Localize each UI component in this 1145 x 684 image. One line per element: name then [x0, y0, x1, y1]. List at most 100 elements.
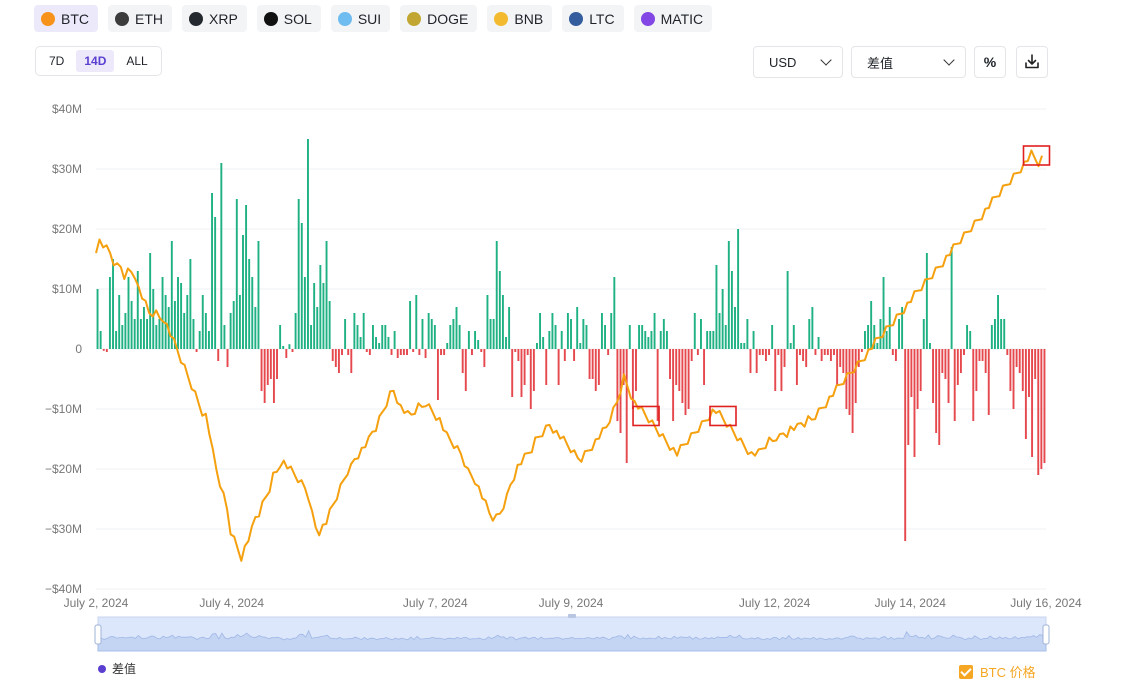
diff-bar [966, 325, 969, 349]
diff-bar [768, 349, 771, 355]
diff-bar [384, 325, 387, 349]
diff-bar [764, 349, 767, 361]
diff-bar [334, 349, 337, 367]
diff-bar [365, 349, 368, 352]
diff-bar [681, 349, 684, 403]
diff-bar [198, 331, 201, 349]
download-button[interactable] [1016, 46, 1048, 78]
diff-bar [644, 331, 647, 349]
diff-bar [808, 319, 811, 349]
x-tick-label: July 14, 2024 [875, 596, 947, 610]
range-tab-all[interactable]: ALL [126, 54, 148, 68]
coin-button-bnb[interactable]: BNB [487, 5, 553, 32]
diff-bar [972, 349, 975, 421]
coin-button-btc[interactable]: BTC [34, 5, 98, 32]
coin-label: ETH [135, 10, 163, 27]
diff-bar [867, 325, 870, 349]
coin-button-sui[interactable]: SUI [330, 5, 391, 32]
diff-bar [557, 349, 560, 385]
diff-bar [266, 349, 269, 385]
diff-bar [232, 301, 235, 349]
diff-bar [545, 349, 548, 385]
diff-bar [189, 259, 192, 349]
diff-bar [173, 301, 176, 349]
diff-bar [99, 331, 102, 349]
diff-bar [319, 265, 322, 349]
coin-button-xrp[interactable]: XRP [182, 5, 247, 32]
diff-bar [285, 349, 288, 358]
diff-bar [684, 349, 687, 415]
diff-bar [254, 307, 257, 349]
diff-bar [402, 349, 405, 355]
diff-bar [483, 349, 486, 367]
diff-bar [251, 277, 254, 349]
diff-bar [362, 313, 365, 349]
diff-bar [297, 199, 300, 349]
diff-bar [1028, 349, 1030, 397]
diff-bar [953, 349, 956, 421]
coin-button-sol[interactable]: SOL [256, 5, 321, 32]
diff-bar [344, 319, 347, 349]
metric-select[interactable]: 差值 [851, 46, 966, 78]
currency-select[interactable]: USD [753, 46, 843, 78]
diff-bar [415, 295, 418, 349]
diff-bar [201, 295, 204, 349]
diff-bar [347, 349, 350, 355]
legend-btc-price[interactable]: BTC 价格 [959, 662, 1036, 681]
y-tick-label: $20M [52, 222, 82, 236]
diff-bar [542, 337, 545, 349]
x-tick-label: July 7, 2024 [403, 596, 468, 610]
zoom-handle-right [1042, 624, 1050, 645]
diff-bar [449, 325, 452, 349]
zoom-drag-grip [568, 614, 576, 618]
diff-bar [885, 331, 888, 349]
diff-bar [474, 331, 477, 349]
diff-bar [647, 337, 650, 349]
legend-diff[interactable]: 差值 [98, 660, 136, 677]
diff-bar [941, 349, 944, 373]
coin-button-eth[interactable]: ETH [108, 5, 172, 32]
diff-bar [220, 163, 223, 349]
diff-bar [604, 325, 606, 349]
diff-bar [180, 283, 183, 349]
diff-bar [610, 313, 613, 349]
diff-bar [387, 337, 390, 349]
diff-bar [390, 349, 393, 355]
diff-bar [950, 247, 953, 349]
diff-bar [406, 349, 408, 355]
y-tick-label: $40M [52, 102, 82, 116]
diff-bar [1018, 349, 1021, 373]
y-tick-label: −$30M [45, 522, 82, 536]
diff-bar [1037, 349, 1040, 475]
diff-bar [102, 349, 105, 351]
diff-bar [511, 349, 514, 397]
diff-bar [272, 349, 275, 403]
diff-bar [396, 349, 399, 358]
diff-bar [749, 349, 752, 373]
diff-bar [690, 349, 693, 361]
range-tab-7d[interactable]: 7D [49, 54, 65, 68]
diff-bar [177, 277, 179, 349]
diff-bar [529, 349, 532, 409]
diff-bar [799, 349, 801, 355]
diff-bar [517, 349, 520, 361]
diff-bar [269, 349, 272, 379]
coin-button-matic[interactable]: MATIC [633, 5, 713, 32]
diff-bar [238, 295, 241, 349]
diff-bar [669, 349, 671, 379]
diff-bar [833, 349, 835, 355]
diff-bar [486, 295, 489, 349]
diff-bar [412, 349, 415, 352]
coin-button-ltc[interactable]: LTC [562, 5, 624, 32]
diff-bar [303, 277, 306, 349]
coin-selector: BTC ETH XRP SOL SUI DOGE BNB LTC MATIC [34, 5, 713, 32]
range-tab-14d[interactable]: 14D [76, 50, 115, 72]
diff-bar [501, 295, 504, 349]
diff-bar [792, 325, 795, 349]
percent-toggle-button[interactable]: % [974, 46, 1006, 78]
coin-button-doge[interactable]: DOGE [400, 5, 478, 32]
legend-diff-label: 差值 [112, 662, 137, 676]
diff-bar [1009, 349, 1012, 391]
coin-label: LTC [589, 10, 615, 27]
diff-bar [112, 259, 114, 349]
